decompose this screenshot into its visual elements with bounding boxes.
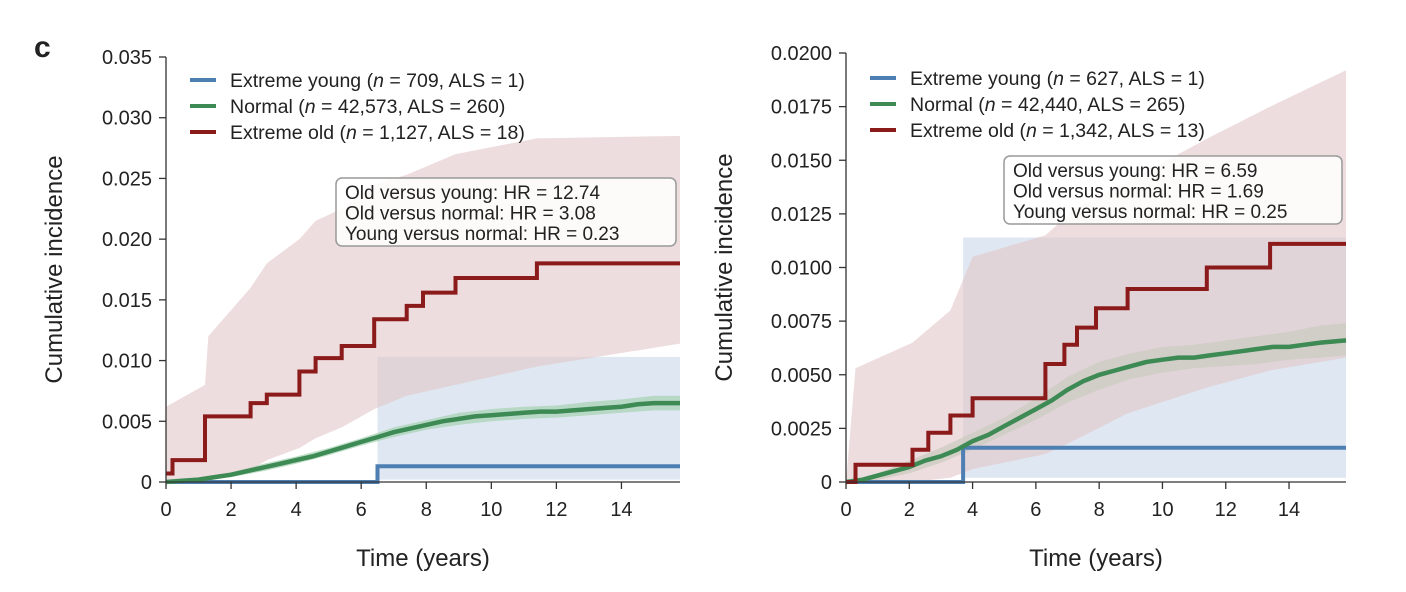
y-tick-label: 0.0100 <box>771 258 832 280</box>
x-axis-label: Time (years) <box>356 545 490 572</box>
hr-annotation-line: Old versus normal: HR = 1.69 <box>1013 182 1264 203</box>
y-axis-label: Cumulative incidence <box>41 155 68 383</box>
hr-annotation-line: Old versus young: HR = 12.74 <box>345 183 600 204</box>
legend-label: Extreme young (n = 709, ALS = 1) <box>230 70 525 92</box>
x-tick-label: 6 <box>356 499 367 521</box>
y-tick-label: 0.020 <box>102 229 152 251</box>
y-tick-label: 0.0200 <box>771 43 832 65</box>
x-tick-label: 14 <box>1278 499 1300 521</box>
x-tick-label: 2 <box>904 499 915 521</box>
hr-annotation-box <box>335 177 677 247</box>
hr-annotation-box <box>1003 155 1343 225</box>
hr-annotation-line: Young versus normal: HR = 0.25 <box>1013 202 1287 223</box>
y-tick-label: 0.0075 <box>771 311 832 333</box>
y-tick-label: 0.015 <box>102 290 152 312</box>
y-axis-label: Cumulative incidence <box>711 153 738 381</box>
hr-annotation-line: Young versus normal: HR = 0.23 <box>345 224 619 245</box>
y-tick-label: 0.025 <box>102 168 152 190</box>
y-tick-label: 0.0175 <box>771 97 832 119</box>
x-tick-label: 10 <box>480 499 502 521</box>
ci-band-series-0 <box>166 356 680 482</box>
series-line-1 <box>165 400 680 485</box>
legend-label: Extreme old (n = 1,342, ALS = 13) <box>910 120 1205 142</box>
legend-label: Normal (n = 42,573, ALS = 260) <box>230 96 505 118</box>
panel-letter: c <box>34 31 51 64</box>
chart-panel-right: 0 0.0025 0.0050 0.0075 0.0100 0.0125 0.0150 0.0… <box>711 43 1347 572</box>
y-tick-label: 0.0050 <box>771 365 832 387</box>
x-tick-label: 0 <box>840 499 851 521</box>
x-tick-label: 12 <box>545 499 567 521</box>
chart-panel-left: 0 0.005 0.010 0.015 0.020 0.025 0.030 0.035 0 2 4 6… <box>41 47 680 572</box>
hr-annotation-line: Old versus young: HR = 6.59 <box>1013 161 1258 182</box>
y-tick-label: 0 <box>821 472 832 494</box>
legend-label: Normal (n = 42,440, ALS = 265) <box>910 94 1185 116</box>
x-tick-label: 10 <box>1151 499 1173 521</box>
series-line-2 <box>166 261 680 476</box>
y-tick-label: 0.005 <box>102 411 152 433</box>
y-tick-label: 0.030 <box>102 108 152 130</box>
x-tick-label: 12 <box>1215 499 1237 521</box>
legend-label: Extreme old (n = 1,127, ALS = 18) <box>230 122 525 144</box>
x-tick-label: 0 <box>160 499 171 521</box>
x-tick-label: 6 <box>1030 499 1041 521</box>
legend-label: Extreme young (n = 627, ALS = 1) <box>910 68 1205 90</box>
y-tick-label: 0.0025 <box>771 418 832 440</box>
x-tick-label: 2 <box>226 499 237 521</box>
x-tick-label: 8 <box>421 499 432 521</box>
x-axis-label: Time (years) <box>1029 545 1163 572</box>
y-tick-label: 0 <box>141 472 152 494</box>
y-tick-label: 0.0125 <box>771 204 832 226</box>
series-line-1 <box>845 338 1347 485</box>
y-tick-label: 0.0150 <box>771 150 832 172</box>
y-tick-label: 0.010 <box>102 351 152 373</box>
x-tick-label: 8 <box>1094 499 1105 521</box>
x-tick-label: 4 <box>291 499 302 521</box>
y-tick-label: 0.035 <box>102 47 152 69</box>
hr-annotation-line: Old versus normal: HR = 3.08 <box>345 204 596 225</box>
x-tick-label: 4 <box>967 499 978 521</box>
x-tick-label: 14 <box>610 499 632 521</box>
series-line-2 <box>846 241 1346 484</box>
